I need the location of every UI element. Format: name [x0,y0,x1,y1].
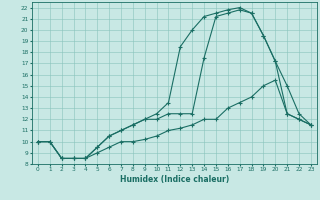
X-axis label: Humidex (Indice chaleur): Humidex (Indice chaleur) [120,175,229,184]
